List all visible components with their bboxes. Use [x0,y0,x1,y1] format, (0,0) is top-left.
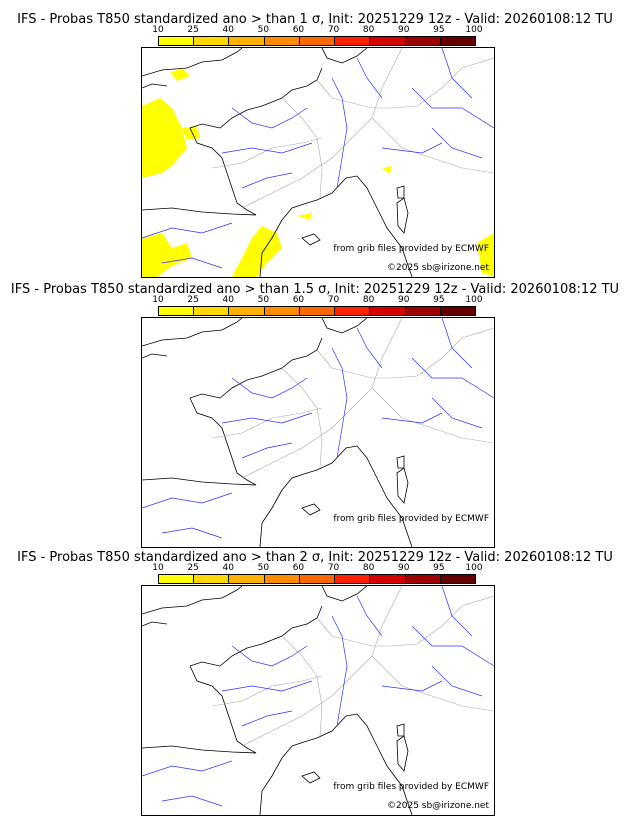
map[interactable]: from grib files provided by ECMWF [141,317,495,548]
copyright: ©2025 sb@irizone.net [387,801,489,811]
probability-map [142,48,494,277]
colorbar-segment [440,37,475,45]
colorbar-tick-label: 10 [152,563,164,573]
source-credit: from grib files provided by ECMWF [333,782,489,792]
colorbar [158,574,476,584]
colorbar-tick-label: 50 [257,25,270,35]
colorbar [158,306,476,316]
colorbar-ticks: 10 25 40 50 60 70 80 90 95 100 [152,25,482,35]
map[interactable]: from grib files provided by ECMWF ©2025 … [141,47,495,278]
colorbar-tick-label: 80 [362,25,375,35]
colorbar-tick-label: 10 [152,295,164,305]
colorbar-tick-label: 60 [292,563,305,573]
probability-map [142,318,494,547]
colorbar-tick-label: 70 [327,25,340,35]
colorbar-segment [405,307,441,315]
colorbar-tick-label: 100 [465,295,483,305]
probability-map [142,586,494,815]
colorbar-segment [229,575,265,583]
basemap [142,586,494,815]
colorbar-segment [299,37,336,45]
colorbar-tick-label: 50 [257,295,270,305]
colorbar-tick-label: 80 [362,295,375,305]
map[interactable]: from grib files provided by ECMWF ©2025 … [141,585,495,816]
colorbar-segment [229,37,265,45]
colorbar-tick-label: 50 [257,563,270,573]
colorbar-tick-label: 60 [292,25,305,35]
colorbar-tick-label: 25 [187,295,199,305]
colorbar-segment [264,307,300,315]
colorbar-segment [335,307,371,315]
colorbar-segment [299,307,336,315]
colorbar-tick-label: 40 [222,25,234,35]
colorbar-segment [194,575,230,583]
colorbar-segment [440,307,475,315]
colorbar-ticks: 10 25 40 50 60 70 80 90 95 100 [152,563,482,573]
colorbar [158,36,476,46]
colorbar-segment [229,307,265,315]
colorbar-tick-label: 10 [152,25,164,35]
colorbar-tick-label: 90 [398,563,410,573]
colorbar-tick-label: 40 [222,295,234,305]
colorbar-ticks: 10 25 40 50 60 70 80 90 95 100 [152,295,482,305]
colorbar-tick-label: 40 [222,563,234,573]
source-credit: from grib files provided by ECMWF [333,244,489,254]
colorbar-tick-label: 25 [187,563,199,573]
colorbar-tick-label: 95 [433,25,445,35]
colorbar-segment [264,575,300,583]
colorbar-tick-label: 80 [362,563,375,573]
colorbar-segment [335,575,371,583]
colorbar-tick-label: 60 [292,295,305,305]
colorbar-tick-label: 90 [398,295,410,305]
colorbar-tick-label: 95 [433,563,445,573]
colorbar-segment [264,37,300,45]
colorbar-segment [159,575,195,583]
colorbar-tick-label: 90 [398,25,410,35]
colorbar-segment [159,307,195,315]
colorbar-segment [405,37,441,45]
yellow-probability-areas [142,68,494,277]
colorbar-tick-label: 25 [187,25,199,35]
colorbar-segment [299,575,336,583]
colorbar-tick-label: 100 [465,563,483,573]
colorbar-segment [370,575,406,583]
source-credit: from grib files provided by ECMWF [333,514,489,524]
panel-title: IFS - Probas T850 standardized ano > tha… [17,550,613,565]
colorbar-segment [194,37,230,45]
colorbar-tick-label: 70 [327,563,340,573]
colorbar-tick-label: 95 [433,295,445,305]
colorbar-segment [370,307,406,315]
colorbar-segment [194,307,230,315]
colorbar-segment [440,575,475,583]
colorbar-segment [335,37,371,45]
basemap [142,318,494,547]
copyright: ©2025 sb@irizone.net [387,263,489,273]
colorbar-segment [159,37,195,45]
basemap [142,48,494,277]
panel-title: IFS - Probas T850 standardized ano > tha… [10,282,620,297]
colorbar-tick-label: 70 [327,295,340,305]
colorbar-segment [370,37,406,45]
panel-title: IFS - Probas T850 standardized ano > tha… [17,12,613,27]
colorbar-segment [405,575,441,583]
colorbar-tick-label: 100 [465,25,483,35]
